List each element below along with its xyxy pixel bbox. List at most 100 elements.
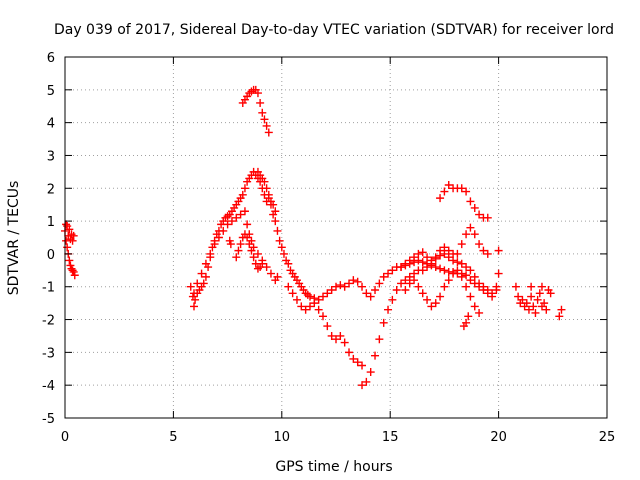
data-point [358, 282, 367, 291]
data-point [392, 286, 401, 295]
x-tick-label: 25 [599, 430, 616, 445]
data-point [269, 210, 278, 219]
data-point [366, 368, 375, 377]
x-tick-label: 15 [382, 430, 399, 445]
data-point [488, 289, 497, 298]
y-tick-label: 3 [47, 149, 55, 164]
data-point [358, 381, 367, 390]
data-point [410, 276, 419, 285]
data-point [492, 286, 501, 295]
data-point [65, 225, 74, 234]
y-tick-label: -3 [42, 346, 55, 361]
data-point [288, 289, 297, 298]
data-point [379, 272, 388, 281]
y-tick-label: -4 [42, 379, 55, 394]
data-point [436, 292, 445, 301]
data-point [189, 289, 198, 298]
data-point [277, 243, 286, 252]
data-point [522, 299, 531, 308]
data-point [371, 351, 380, 360]
data-point [533, 295, 542, 304]
data-point [245, 240, 254, 249]
data-point [405, 279, 414, 288]
data-point [201, 272, 210, 281]
data-point [62, 220, 71, 229]
x-tick-label: 5 [169, 430, 177, 445]
data-point [540, 299, 549, 308]
data-point [305, 292, 314, 301]
data-point [418, 258, 427, 267]
data-point [275, 236, 284, 245]
data-point [327, 286, 336, 295]
data-point [232, 213, 241, 222]
data-point [258, 259, 267, 268]
data-point [466, 223, 475, 232]
data-point [314, 295, 323, 304]
y-tick-label: 4 [47, 117, 55, 132]
data-point [470, 203, 479, 212]
data-point [243, 220, 252, 229]
data-point [318, 312, 327, 321]
data-point [427, 256, 436, 265]
data-point [193, 279, 202, 288]
data-point [535, 289, 544, 298]
data-point [223, 220, 232, 229]
data-point [345, 279, 354, 288]
data-point [462, 230, 471, 239]
data-point [366, 292, 375, 301]
data-point [462, 282, 471, 291]
data-point [260, 177, 269, 186]
data-point [243, 233, 252, 242]
data-point [340, 338, 349, 347]
data-point [297, 302, 306, 311]
data-point [384, 305, 393, 314]
x-axis-title: GPS time / hours [275, 459, 392, 475]
data-point [353, 277, 362, 286]
data-point [542, 305, 551, 314]
x-tick-labels: 0 5 10 15 20 25 [61, 430, 615, 445]
data-point [353, 358, 362, 367]
data-point [305, 302, 314, 311]
data-point [236, 240, 245, 249]
data-point [401, 276, 410, 285]
data-point [388, 266, 397, 275]
y-tick-label: -1 [42, 281, 55, 296]
data-point [418, 289, 427, 298]
data-point [186, 282, 195, 291]
data-point [253, 249, 262, 258]
data-point [464, 312, 473, 321]
data-point [240, 207, 249, 216]
data-point [62, 236, 71, 245]
data-point [466, 266, 475, 275]
data-point [345, 348, 354, 357]
data-point [457, 259, 466, 268]
data-point [427, 302, 436, 311]
y-tick-label: 1 [47, 215, 55, 230]
data-point [63, 243, 72, 252]
data-point [219, 226, 228, 235]
data-point [247, 246, 256, 255]
data-point [349, 276, 358, 285]
data-point [483, 286, 492, 295]
data-point [234, 246, 243, 255]
data-point [332, 282, 340, 291]
data-point [226, 240, 235, 249]
data-point [273, 272, 282, 281]
data-point [210, 240, 219, 249]
plot-frame [64, 56, 608, 419]
data-point [470, 230, 479, 239]
data-point [227, 217, 236, 226]
data-point [466, 292, 475, 301]
axis-ticks [64, 56, 608, 419]
data-point [466, 276, 475, 285]
data-point [69, 231, 78, 240]
data-point [266, 269, 275, 278]
y-axis-title: SDTVAR / TECUs [6, 181, 22, 296]
data-point [423, 295, 432, 304]
data-point [453, 266, 462, 275]
data-point [475, 210, 484, 219]
data-point [314, 305, 323, 314]
data-point [279, 249, 288, 258]
data-point [191, 295, 200, 304]
data-point [362, 289, 371, 298]
